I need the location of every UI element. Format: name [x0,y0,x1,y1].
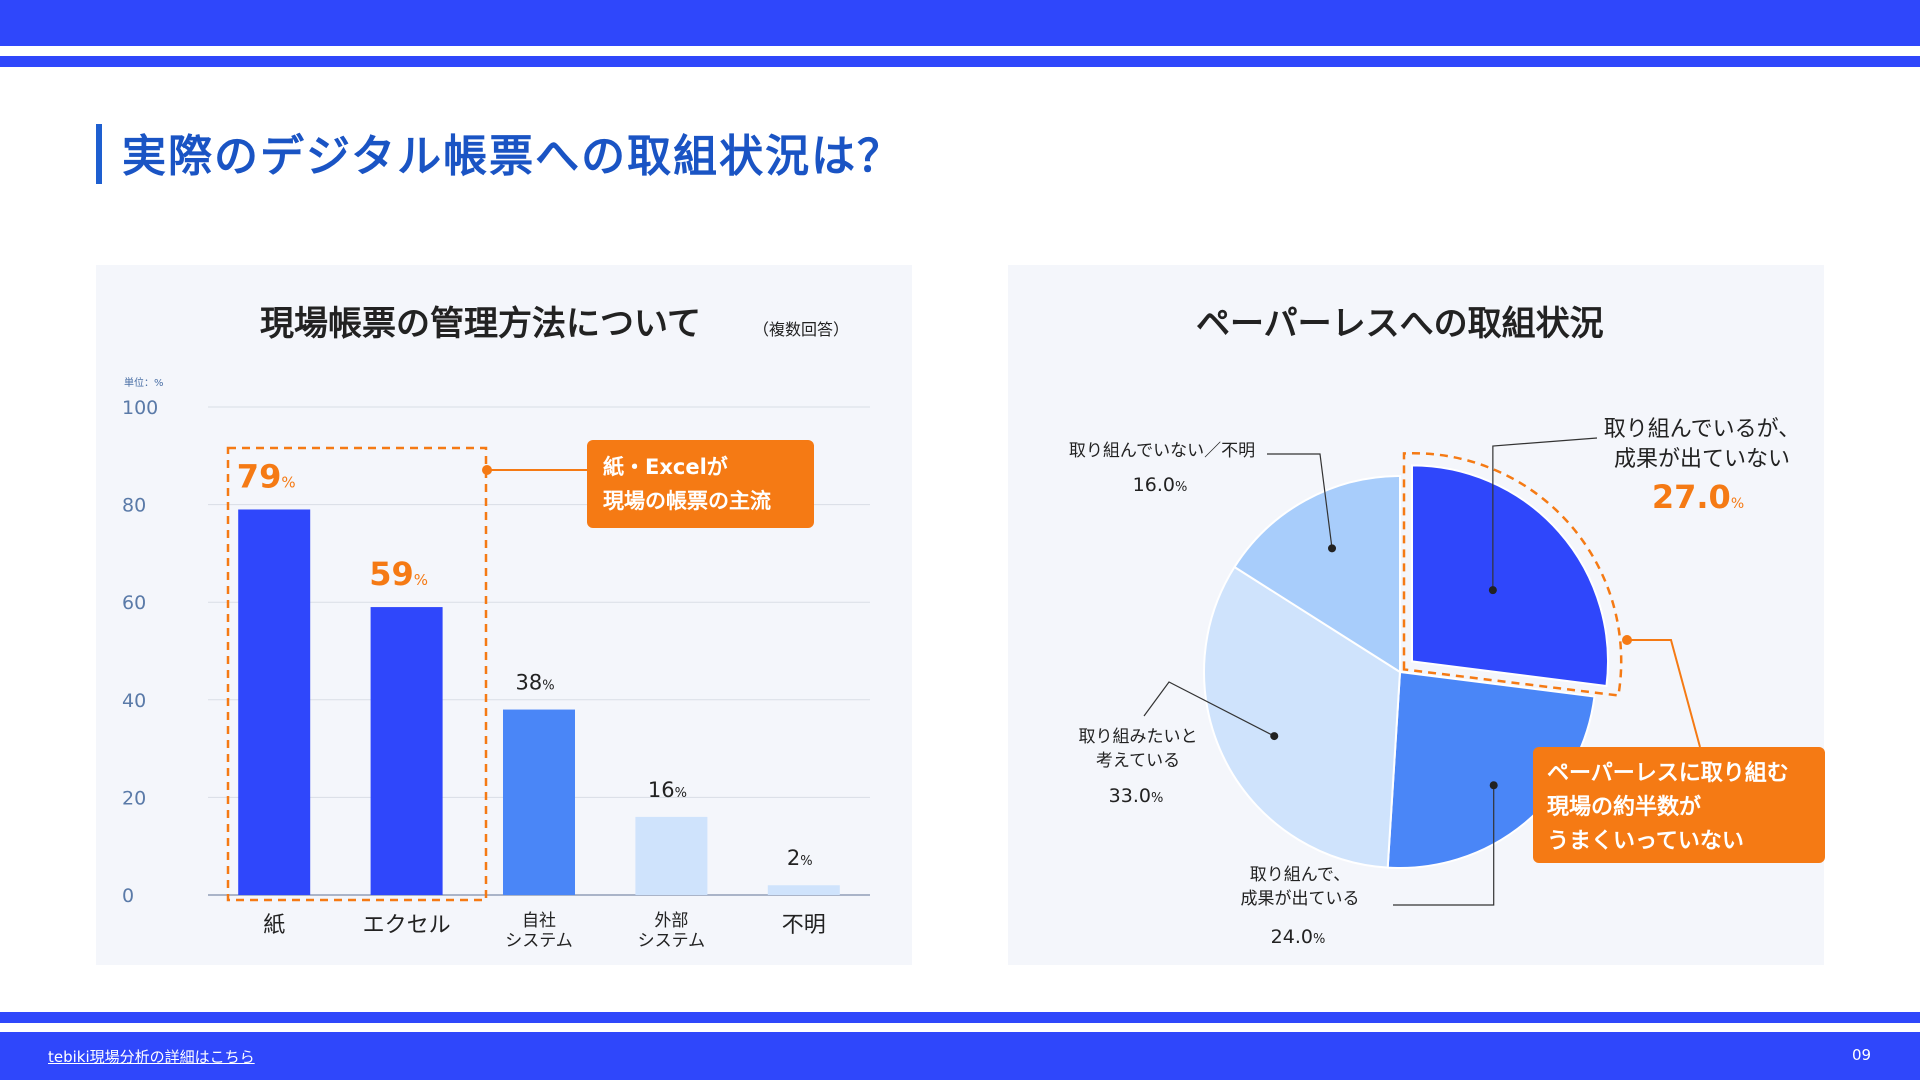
value-suffix: % [675,786,687,801]
title-accent-bar [96,124,102,184]
callout-line: 紙・Excelが [603,455,728,479]
y-tick-label: 80 [122,495,146,517]
leader-dot [1270,732,1279,741]
value-suffix: % [1731,496,1744,512]
bar-chart-title-note: （複数回答） [753,320,850,339]
value-suffix: % [800,854,812,869]
slice-value: 33.0% [1109,785,1164,807]
bar-chart-callout: 紙・Excelが 現場の帳票の主流 [587,440,814,528]
callout-line: ペーパーレスに取り組む [1547,761,1789,786]
unit-label: 単位：% [124,376,164,389]
callout-line: 現場の帳票の主流 [603,489,771,513]
y-tick-label: 60 [122,592,146,614]
value-suffix: % [414,571,428,589]
bar [635,816,708,895]
pie-slice [1411,464,1609,688]
bar [370,607,443,895]
pie-slice [1233,474,1401,674]
x-category-label: 不明 [782,913,826,938]
leader-line [1143,681,1275,737]
slice-label: 取り組んでいるが、 [1604,417,1800,442]
y-tick-label: 100 [122,397,158,419]
callout-line: 現場の約半数が [1547,795,1702,820]
x-category-label: システム [638,931,706,951]
header-band [0,0,1920,46]
footer-band [0,1032,1920,1080]
slice-label: 考えている [1096,751,1180,771]
leader-dot [1328,544,1337,553]
bar [238,509,311,895]
slice-value: 16.0% [1133,474,1188,496]
slice-label: 取り組んで、 [1250,865,1350,885]
page-title: 実際のデジタル帳票への取組状況は？ [122,131,904,182]
slice-label: 成果が出ていない [1614,447,1790,472]
leader-dot [1489,781,1498,790]
callout-dot [482,465,492,475]
x-category-label: システム [505,931,573,951]
value-suffix: % [281,473,295,491]
x-category-label: 自社 [522,911,556,931]
callout-dot [1622,635,1632,645]
slice-label: 成果が出ている [1241,889,1360,909]
leader-dot [1488,586,1497,595]
value-suffix: % [1313,932,1325,947]
pie-chart-callout: ペーパーレスに取り組む 現場の約半数が うまくいっていない [1533,747,1825,863]
y-tick-label: 0 [122,885,134,907]
value-suffix: % [1175,480,1187,495]
slice-value: 24.0% [1271,926,1326,948]
value-suffix: % [542,679,554,694]
x-category-label: エクセル [363,913,451,938]
leader-line [1492,437,1598,591]
pie-chart-title: ペーパーレスへの取組状況 [1196,304,1604,344]
slice-label: 取り組みたいと [1079,727,1198,747]
y-tick-label: 20 [122,787,146,809]
bar-chart-title: 現場帳票の管理方法について [260,304,701,344]
header-stripe [0,56,1920,67]
leader-line [1393,785,1495,906]
x-category-label: 紙 [263,913,285,938]
pie-slice [1386,670,1596,869]
slice-value: 27.0% [1652,478,1744,516]
y-tick-label: 40 [122,690,146,712]
bar [767,885,840,895]
leader-line [1267,453,1333,549]
footer-stripe [0,1012,1920,1023]
page-number: 09 [1852,1046,1872,1064]
value-suffix: % [1151,791,1163,806]
callout-leader [1627,639,1701,748]
slice-label: 取り組んでいない／不明 [1069,441,1255,461]
bar [503,709,575,895]
x-category-label: 外部 [654,911,688,931]
callout-line: うまくいっていない [1547,829,1744,854]
highlight-box [226,446,488,902]
footer-link[interactable]: tebiki現場分析の詳細はこちら [48,1048,255,1066]
pie-slice [1203,565,1402,869]
